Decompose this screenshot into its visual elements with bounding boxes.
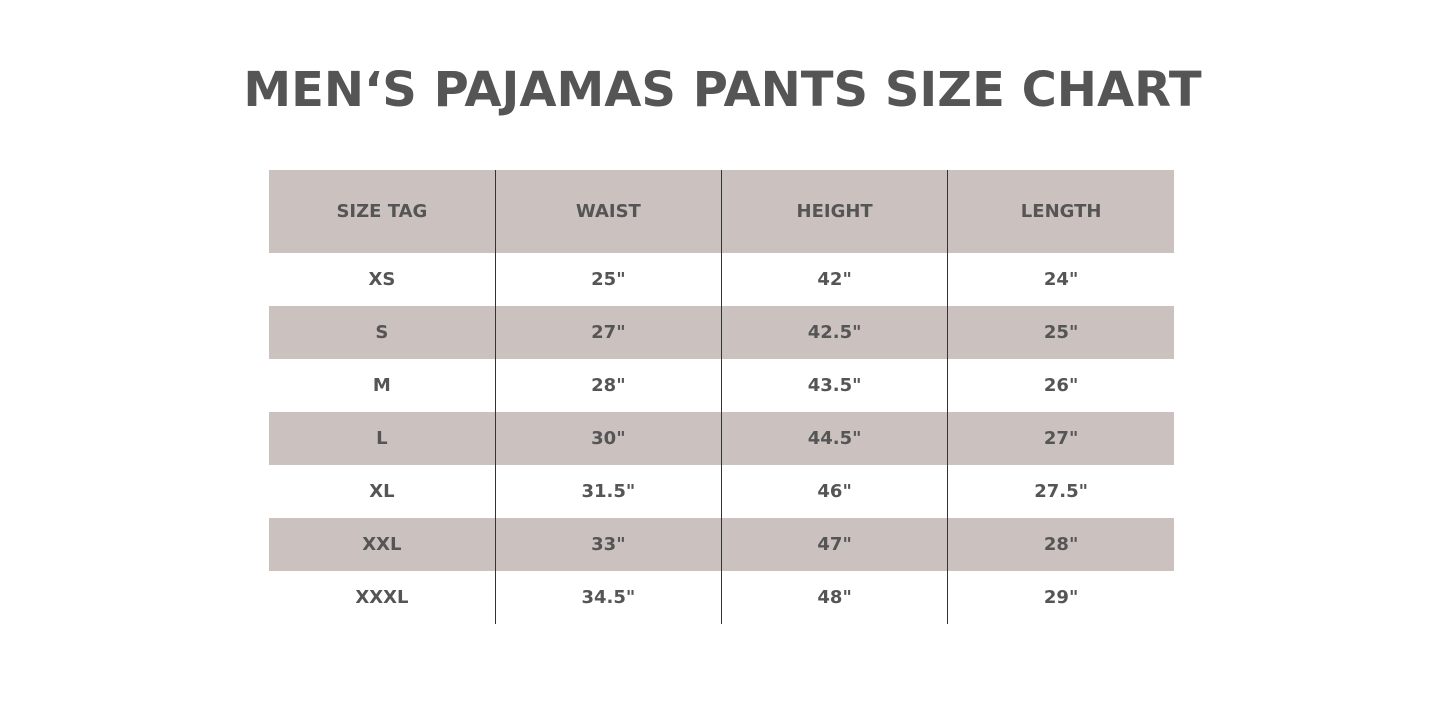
cell-height: 44.5": [720, 412, 948, 465]
cell-size-tag: XXL: [269, 518, 496, 571]
cell-height: 48": [720, 571, 948, 624]
header-height: HEIGHT: [720, 170, 948, 253]
cell-waist: 31.5": [494, 465, 722, 518]
header-length: LENGTH: [947, 170, 1174, 253]
table-row: XS 25" 42" 24": [269, 253, 1174, 306]
cell-size-tag: L: [269, 412, 496, 465]
cell-length: 27.5": [947, 465, 1174, 518]
cell-length: 24": [947, 253, 1174, 306]
cell-waist: 30": [494, 412, 722, 465]
table-row: XL 31.5" 46" 27.5": [269, 465, 1174, 518]
table-row: L 30" 44.5" 27": [269, 412, 1174, 465]
size-chart-table: SIZE TAG WAIST HEIGHT LENGTH XS 25" 42" 24"…: [269, 170, 1174, 624]
cell-size-tag: XS: [368, 269, 396, 290]
table-row: S 27" 42.5" 25": [269, 306, 1174, 359]
table-row: M 28" 43.5" 26": [269, 359, 1174, 412]
cell-length: 27": [947, 412, 1174, 465]
cell-size-tag: XL: [369, 481, 395, 502]
header-waist: WAIST: [494, 170, 722, 253]
cell-waist: 25": [494, 253, 722, 306]
cell-height: 47": [720, 518, 948, 571]
cell-size-tag: M: [372, 375, 391, 396]
cell-height: 43.5": [720, 359, 948, 412]
page-title: MEN‘S PAJAMAS PANTS SIZE CHART: [243, 62, 1202, 118]
header-size-tag: SIZE TAG: [269, 170, 496, 253]
cell-size-tag: XXXL: [355, 587, 409, 608]
cell-waist: 28": [494, 359, 722, 412]
cell-waist: 33": [494, 518, 722, 571]
cell-height: 42": [720, 253, 948, 306]
cell-length: 29": [947, 571, 1174, 624]
cell-length: 28": [947, 518, 1174, 571]
table-row: XXXL 34.5" 48" 29": [269, 571, 1174, 624]
cell-waist: 34.5": [494, 571, 722, 624]
header-row: SIZE TAG WAIST HEIGHT LENGTH: [269, 170, 1174, 253]
cell-length: 26": [947, 359, 1174, 412]
cell-length: 25": [947, 306, 1174, 359]
table-row: XXL 33" 47" 28": [269, 518, 1174, 571]
cell-height: 42.5": [720, 306, 948, 359]
cell-height: 46": [720, 465, 948, 518]
cell-size-tag: S: [269, 306, 496, 359]
cell-waist: 27": [494, 306, 722, 359]
